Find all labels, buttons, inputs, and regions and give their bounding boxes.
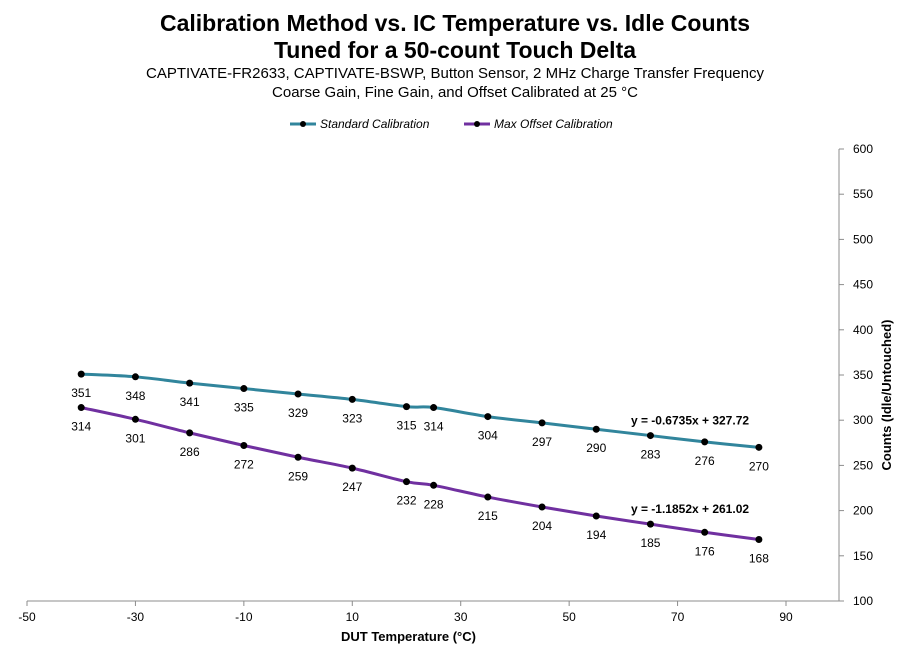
data-point xyxy=(403,403,410,411)
y-tick-label: 200 xyxy=(853,504,873,518)
legend-marker-1 xyxy=(300,121,306,127)
data-label: 247 xyxy=(342,480,362,494)
data-point xyxy=(755,536,763,544)
data-point xyxy=(646,432,654,440)
x-tick-label: -30 xyxy=(127,610,145,624)
data-label: 290 xyxy=(586,441,606,455)
legend-marker-2 xyxy=(474,121,480,127)
data-point xyxy=(77,404,85,412)
data-point xyxy=(186,429,194,437)
data-label: 341 xyxy=(180,395,200,409)
trendline-equation-2: y = -1.1852x + 261.02 xyxy=(631,502,749,516)
data-point xyxy=(538,419,546,427)
data-point xyxy=(240,442,248,450)
y-tick-label: 400 xyxy=(853,323,873,337)
data-point xyxy=(646,520,654,528)
legend-label-1: Standard Calibration xyxy=(320,117,430,131)
y-tick-label: 300 xyxy=(853,413,873,427)
data-label: 301 xyxy=(125,431,145,445)
data-label: 228 xyxy=(424,497,444,511)
y-tick-label: 150 xyxy=(853,549,873,563)
data-label: 283 xyxy=(640,448,660,462)
trendline-equation-1: y = -0.6735x + 327.72 xyxy=(631,414,749,428)
series-line-2 xyxy=(80,406,760,542)
data-point xyxy=(348,395,356,403)
data-label: 204 xyxy=(532,519,552,533)
data-label: 168 xyxy=(749,552,769,566)
data-point xyxy=(484,493,492,501)
chart-title-line-2: Tuned for a 50-count Touch Delta xyxy=(273,37,637,63)
data-point xyxy=(403,478,410,486)
y-tick-label: 350 xyxy=(853,368,873,382)
chart-title-line-1: Calibration Method vs. IC Temperature vs… xyxy=(159,10,750,36)
data-label: 286 xyxy=(180,445,200,459)
y-tick-label: 550 xyxy=(853,187,873,201)
data-point xyxy=(592,425,600,433)
data-point xyxy=(592,512,600,520)
data-label: 329 xyxy=(288,406,308,420)
data-point xyxy=(131,373,139,381)
data-point xyxy=(348,464,356,472)
data-point xyxy=(77,370,85,378)
data-label: 176 xyxy=(695,544,715,558)
data-label: 315 xyxy=(396,419,416,433)
chart-subtitle-line-1: CAPTIVATE-FR2633, CAPTIVATE-BSWP, Button… xyxy=(145,65,764,82)
data-label: 314 xyxy=(71,420,91,434)
data-point xyxy=(701,528,709,536)
data-label: 304 xyxy=(478,429,498,443)
y-tick-label: 450 xyxy=(853,278,873,292)
data-label: 314 xyxy=(424,420,444,434)
data-point xyxy=(186,379,194,387)
data-point xyxy=(294,453,302,461)
data-point xyxy=(430,404,438,412)
data-label: 185 xyxy=(640,536,660,550)
data-label: 215 xyxy=(478,509,498,523)
y-axis-title: Counts (Idle/Untouched) xyxy=(879,320,894,471)
series-line-1 xyxy=(81,372,760,449)
x-tick-label: 90 xyxy=(779,610,793,624)
y-tick-label: 500 xyxy=(853,232,873,246)
x-tick-label: -50 xyxy=(18,610,36,624)
data-label: 272 xyxy=(234,458,254,472)
data-point xyxy=(701,438,709,446)
y-tick-label: 600 xyxy=(853,142,873,156)
data-label: 259 xyxy=(288,469,308,483)
data-label: 276 xyxy=(695,454,715,468)
data-label: 351 xyxy=(71,386,91,400)
x-tick-label: -10 xyxy=(235,610,253,624)
data-point xyxy=(538,503,546,511)
y-tick-label: 100 xyxy=(853,594,873,608)
x-tick-label: 30 xyxy=(454,610,468,624)
x-tick-label: 10 xyxy=(346,610,360,624)
data-label: 232 xyxy=(396,494,416,508)
x-axis-title: DUT Temperature (°C) xyxy=(341,629,476,644)
legend-label-2: Max Offset Calibration xyxy=(494,117,613,131)
data-label: 335 xyxy=(234,401,254,415)
data-point xyxy=(430,481,438,489)
x-tick-label: 50 xyxy=(562,610,576,624)
data-point xyxy=(131,415,139,423)
data-point xyxy=(484,413,492,421)
data-label: 323 xyxy=(342,411,362,425)
data-label: 270 xyxy=(749,459,769,473)
data-point xyxy=(240,385,248,393)
data-point xyxy=(755,443,763,451)
data-label: 194 xyxy=(586,528,606,542)
data-label: 348 xyxy=(125,389,145,403)
y-tick-label: 250 xyxy=(853,458,873,472)
data-label: 297 xyxy=(532,435,552,449)
data-point xyxy=(294,390,302,398)
x-tick-label: 70 xyxy=(671,610,685,624)
chart-subtitle-line-2: Coarse Gain, Fine Gain, and Offset Calib… xyxy=(272,84,638,101)
